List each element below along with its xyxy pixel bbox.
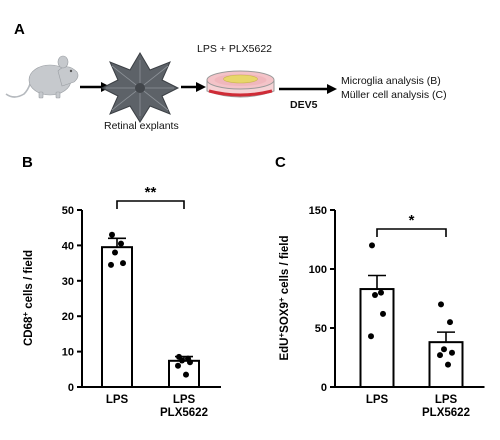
panel-letter-b: B <box>22 154 33 171</box>
panel-letter-c: C <box>275 154 286 171</box>
data-point <box>441 346 447 353</box>
data-point <box>447 319 453 326</box>
timepoint-label: DEV5 <box>290 99 318 111</box>
y-tick-label: 100 <box>309 264 327 276</box>
arrow-icon <box>279 84 337 94</box>
retina-flatmount-icon <box>100 52 180 123</box>
y-axis-label: EdU+SOX9+ cells / field <box>277 235 291 360</box>
significance-label: * <box>409 212 415 229</box>
treatment-label: LPS + PLX5622 <box>197 43 272 55</box>
y-tick-label: 0 <box>68 382 74 394</box>
significance-bracket <box>116 200 185 209</box>
schematic-panel-a: Retinal explants LPS + PLX5622 DEV5 Micr… <box>5 43 447 132</box>
y-axis-label: CD68+ cells / field <box>21 250 35 346</box>
data-point <box>120 260 126 267</box>
data-point <box>118 240 124 247</box>
significance-label: ** <box>145 184 157 201</box>
arrow-icon <box>181 82 206 92</box>
data-point <box>112 249 118 256</box>
x-category-label: LPS <box>366 394 389 406</box>
data-point <box>183 371 189 378</box>
data-point <box>378 289 384 296</box>
data-point <box>437 352 443 359</box>
output-muller: Müller cell analysis (C) <box>341 89 447 101</box>
output-microglia: Microglia analysis (B) <box>341 75 441 87</box>
data-point <box>179 357 185 364</box>
data-point <box>187 359 193 366</box>
data-point <box>372 291 378 298</box>
y-tick-label: 50 <box>315 323 327 335</box>
data-point <box>368 333 374 340</box>
x-category-sublabel: PLX5622 <box>160 407 208 419</box>
data-point <box>175 362 181 369</box>
y-tick-label: 10 <box>62 347 74 359</box>
y-tick-label: 40 <box>62 240 74 252</box>
y-tick-label: 50 <box>62 205 74 217</box>
x-category-label: LPS <box>173 394 196 406</box>
x-category-label: LPS <box>435 394 458 406</box>
data-point <box>438 301 444 308</box>
data-point <box>449 349 455 356</box>
panel-letter-a: A <box>14 21 25 38</box>
x-category-sublabel: PLX5622 <box>422 407 470 419</box>
significance-bracket <box>376 228 447 237</box>
data-point <box>109 231 115 238</box>
data-point <box>445 361 451 368</box>
culture-dish-icon <box>206 70 275 98</box>
data-point <box>369 242 375 249</box>
explant-label: Retinal explants <box>104 120 179 132</box>
mouse-icon <box>5 55 79 99</box>
x-category-label: LPS <box>106 394 129 406</box>
y-tick-label: 20 <box>62 311 74 323</box>
y-tick-label: 150 <box>309 205 327 217</box>
bar <box>101 246 133 388</box>
y-tick-label: 0 <box>321 382 327 394</box>
data-point <box>380 310 386 317</box>
data-point <box>108 261 114 268</box>
bar <box>359 288 395 388</box>
y-tick-label: 30 <box>62 276 74 288</box>
